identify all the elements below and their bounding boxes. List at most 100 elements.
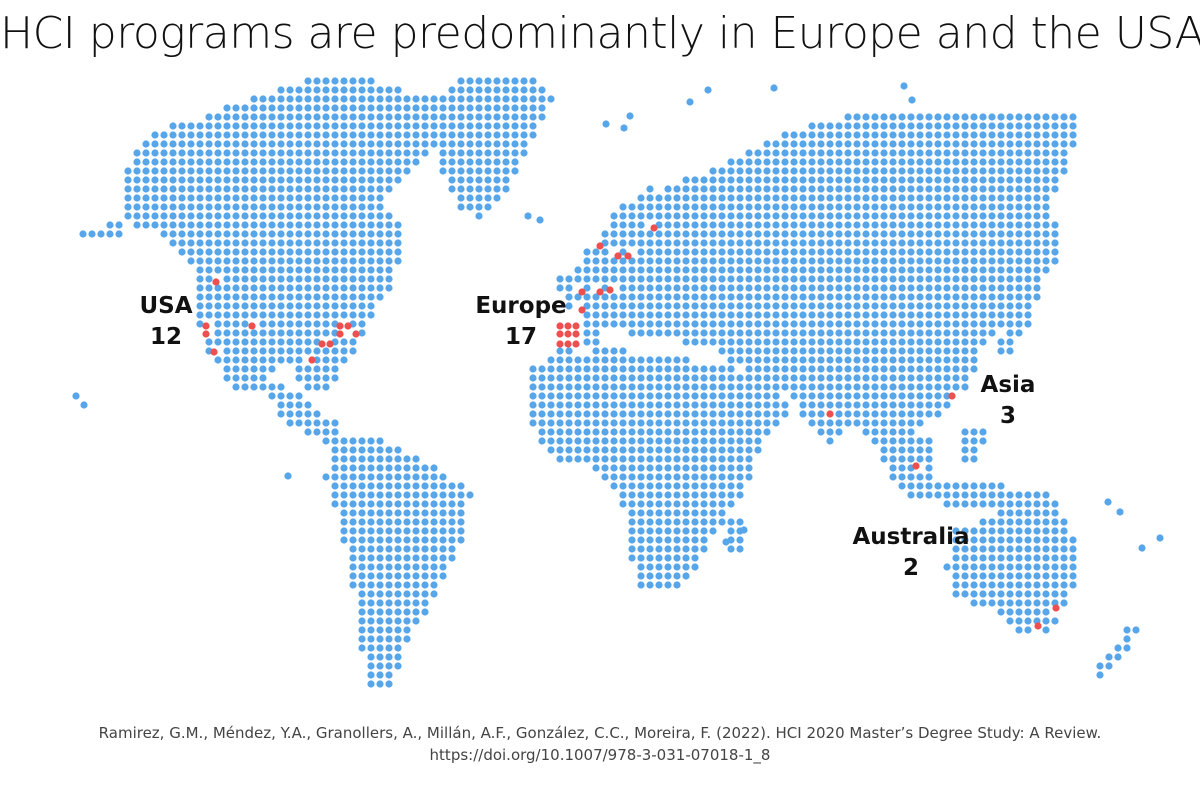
land-dot (961, 131, 969, 139)
land-dot (358, 194, 366, 202)
land-dot (835, 311, 843, 319)
land-dot (925, 401, 933, 409)
land-dot (871, 392, 879, 400)
land-dot (412, 500, 420, 508)
land-dot (268, 365, 276, 373)
land-dot (925, 311, 933, 319)
land-dot (628, 518, 636, 526)
land-dot (259, 347, 267, 355)
land-dot (700, 266, 708, 274)
land-dot (682, 437, 690, 445)
land-dot (925, 248, 933, 256)
land-dot (259, 221, 267, 229)
land-dot (340, 194, 348, 202)
land-dot (889, 176, 897, 184)
land-dot (664, 527, 672, 535)
land-dot (781, 293, 789, 301)
land-dot (520, 95, 528, 103)
land-dot (979, 239, 987, 247)
land-dot (862, 140, 870, 148)
land-dot (664, 401, 672, 409)
land-dot (286, 95, 294, 103)
land-dot (709, 392, 717, 400)
land-dot (979, 266, 987, 274)
land-dot (700, 230, 708, 238)
land-dot (1006, 122, 1014, 130)
land-dot (1060, 554, 1068, 562)
land-dot (655, 194, 663, 202)
land-dot (556, 275, 564, 283)
land-dot (1042, 158, 1050, 166)
land-dot (376, 266, 384, 274)
land-dot (835, 374, 843, 382)
land-dot (682, 419, 690, 427)
land-dot (529, 374, 537, 382)
land-dot (1033, 185, 1041, 193)
land-dot (871, 383, 879, 391)
land-dot (997, 536, 1005, 544)
land-dot (754, 320, 762, 328)
land-dot (763, 338, 771, 346)
land-dot (565, 284, 573, 292)
land-dot (790, 140, 798, 148)
land-dot (448, 104, 456, 112)
land-dot (610, 464, 618, 472)
land-dot (961, 302, 969, 310)
land-dot (304, 230, 312, 238)
land-dot (358, 149, 366, 157)
land-dot (781, 221, 789, 229)
land-dot (961, 239, 969, 247)
land-dot (1015, 248, 1023, 256)
land-dot (223, 230, 231, 238)
land-dot (790, 194, 798, 202)
land-dot (736, 374, 744, 382)
land-dot (637, 293, 645, 301)
land-dot (646, 491, 654, 499)
land-dot (817, 212, 825, 220)
land-dot (457, 131, 465, 139)
land-dot (691, 239, 699, 247)
land-dot (691, 545, 699, 553)
land-dot (133, 194, 141, 202)
land-dot (925, 230, 933, 238)
land-dot (1024, 500, 1032, 508)
land-dot (205, 194, 213, 202)
land-dot (862, 293, 870, 301)
land-dot (250, 203, 258, 211)
land-dot (358, 230, 366, 238)
land-dot (727, 410, 735, 418)
land-dot (637, 266, 645, 274)
land-dot (367, 581, 375, 589)
land-dot (646, 518, 654, 526)
land-dot (727, 518, 735, 526)
land-dot (790, 302, 798, 310)
land-dot (709, 203, 717, 211)
land-dot (664, 482, 672, 490)
land-dot (412, 554, 420, 562)
land-dot (493, 104, 501, 112)
land-dot (574, 275, 582, 283)
land-dot (1033, 509, 1041, 517)
land-dot (718, 509, 726, 517)
land-dot (979, 500, 987, 508)
land-dot (430, 563, 438, 571)
land-dot (853, 122, 861, 130)
land-dot (322, 320, 330, 328)
land-dot (358, 509, 366, 517)
land-dot (997, 491, 1005, 499)
program-location-dot (948, 392, 956, 400)
land-dot (475, 113, 483, 121)
land-dot (682, 239, 690, 247)
land-dot (592, 437, 600, 445)
land-dot (160, 203, 168, 211)
land-dot (655, 437, 663, 445)
land-dot (1024, 518, 1032, 526)
land-dot (250, 311, 258, 319)
land-dot (439, 536, 447, 544)
land-dot (1033, 527, 1041, 535)
land-dot (637, 500, 645, 508)
land-dot (295, 104, 303, 112)
land-dot (844, 356, 852, 364)
land-dot (268, 230, 276, 238)
land-dot (817, 383, 825, 391)
